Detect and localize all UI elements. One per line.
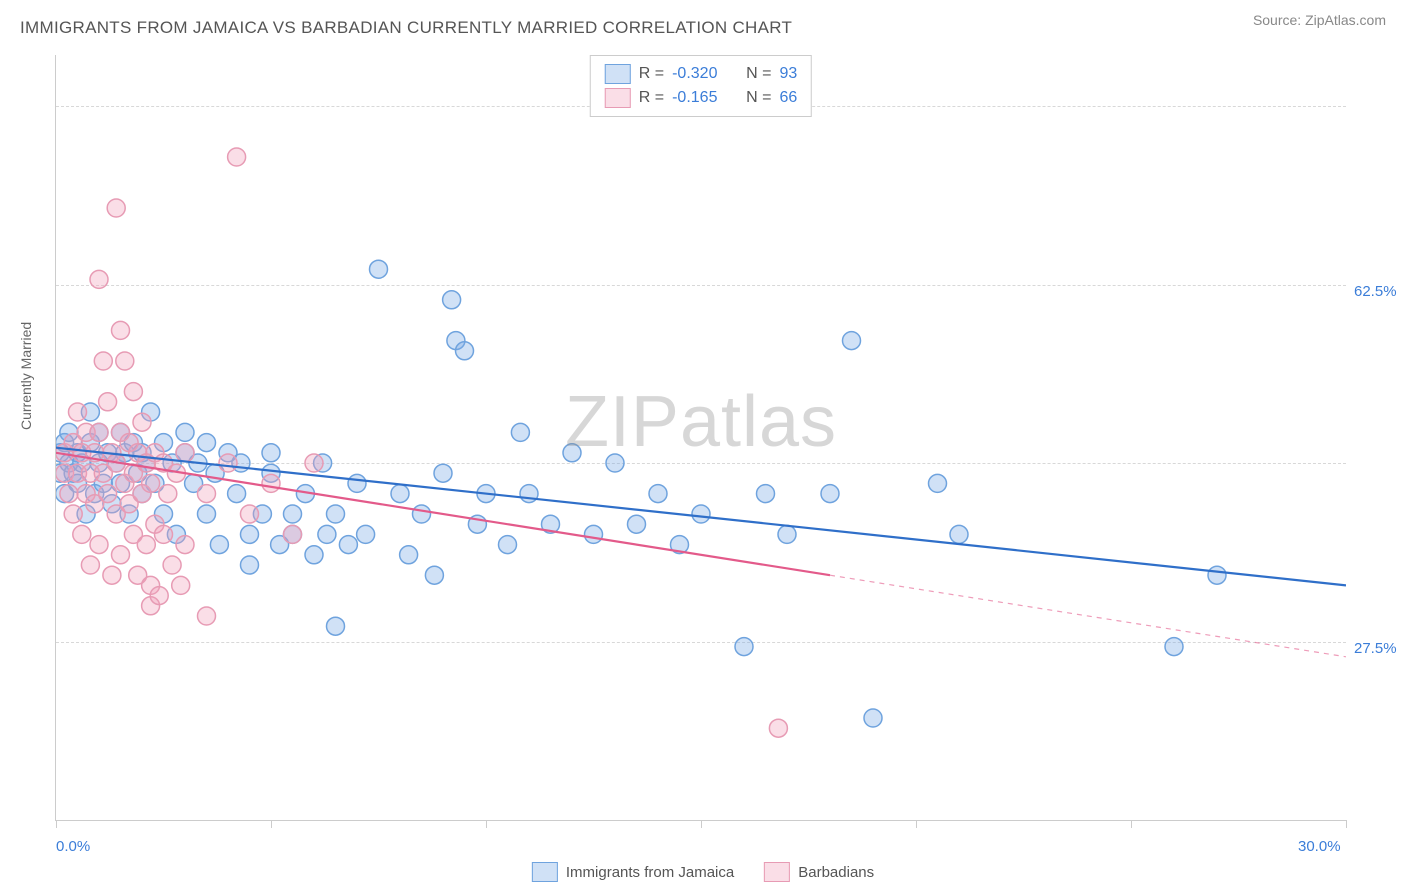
series-legend: Immigrants from Jamaica Barbadians	[532, 862, 874, 882]
legend-item-jamaica: Immigrants from Jamaica	[532, 862, 734, 882]
swatch-barbadians	[605, 88, 631, 108]
x-tick	[271, 820, 272, 828]
swatch-barbadians-bottom	[764, 862, 790, 882]
legend-row-barbadians: R = -0.165 N = 66	[605, 86, 797, 110]
plot-area: ZIPatlas R = -0.320 N = 93 R = -0.165 N …	[55, 55, 1346, 821]
x-tick-label: 0.0%	[56, 838, 90, 855]
r-value-jamaica: -0.320	[672, 65, 730, 83]
x-tick	[1346, 820, 1347, 828]
r-label: R =	[639, 89, 664, 107]
legend-label-barbadians: Barbadians	[798, 864, 874, 881]
swatch-jamaica-bottom	[532, 862, 558, 882]
x-tick-label: 30.0%	[1298, 838, 1341, 855]
x-tick	[56, 820, 57, 828]
y-tick-label: 62.5%	[1354, 283, 1397, 300]
y-axis-label: Currently Married	[18, 322, 34, 430]
source-attribution: Source: ZipAtlas.com	[1253, 12, 1386, 28]
legend-row-jamaica: R = -0.320 N = 93	[605, 62, 797, 86]
n-value-barbadians: 66	[779, 89, 797, 107]
chart-title: IMMIGRANTS FROM JAMAICA VS BARBADIAN CUR…	[20, 18, 792, 38]
n-label: N =	[746, 89, 771, 107]
legend-label-jamaica: Immigrants from Jamaica	[566, 864, 734, 881]
y-tick-label: 27.5%	[1354, 640, 1397, 657]
correlation-legend: R = -0.320 N = 93 R = -0.165 N = 66	[590, 55, 812, 117]
x-tick	[701, 820, 702, 828]
swatch-jamaica	[605, 64, 631, 84]
n-label: N =	[746, 65, 771, 83]
x-tick	[486, 820, 487, 828]
legend-item-barbadians: Barbadians	[764, 862, 874, 882]
r-value-barbadians: -0.165	[672, 89, 730, 107]
n-value-jamaica: 93	[779, 65, 797, 83]
x-tick	[1131, 820, 1132, 828]
x-tick	[916, 820, 917, 828]
scatter-svg	[56, 55, 1346, 820]
r-label: R =	[639, 65, 664, 83]
